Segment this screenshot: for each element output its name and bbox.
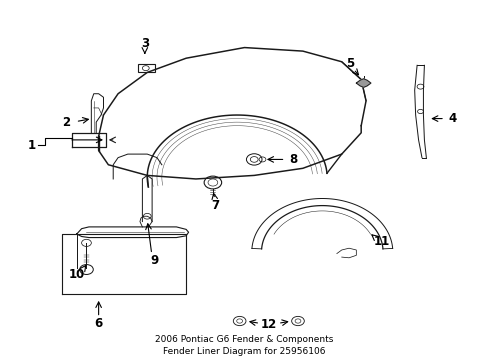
- Text: 5: 5: [346, 57, 354, 70]
- Text: 2: 2: [62, 116, 70, 129]
- Text: 10: 10: [68, 268, 85, 282]
- Text: 1: 1: [27, 139, 36, 152]
- Text: 7: 7: [211, 199, 219, 212]
- Text: 2006 Pontiac G6 Fender & Components
Fender Liner Diagram for 25956106: 2006 Pontiac G6 Fender & Components Fend…: [155, 336, 333, 356]
- Text: 12: 12: [260, 318, 276, 331]
- Text: 6: 6: [94, 318, 102, 330]
- Polygon shape: [356, 79, 370, 87]
- Text: 3: 3: [141, 37, 148, 50]
- Bar: [137, 63, 154, 72]
- Text: 9: 9: [150, 254, 158, 267]
- Text: 11: 11: [373, 235, 389, 248]
- Text: 8: 8: [288, 153, 297, 166]
- Text: 4: 4: [447, 112, 456, 125]
